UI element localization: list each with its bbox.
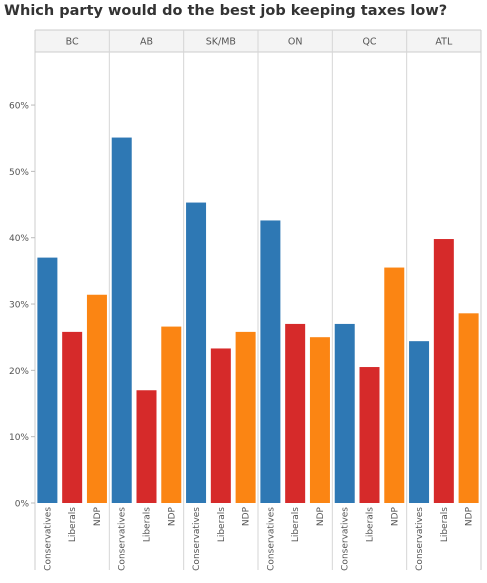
bar-on-liberals <box>285 323 306 503</box>
bar-sk-mb-liberals <box>210 348 231 503</box>
y-axis: 0% 10% 20% 30% 40% 50% 60% <box>9 102 35 510</box>
bar-ab-ndp <box>161 326 182 503</box>
panel-header-sk-mb: SK/MB <box>206 37 236 48</box>
x-tick-label-atl-liberals: Liberals <box>440 507 450 542</box>
x-tick-label-atl-conservatives: Conservatives <box>415 507 425 571</box>
bar-ab-liberals <box>136 390 157 503</box>
chart-frame <box>34 29 482 570</box>
bar-qc-liberals <box>359 367 380 503</box>
bar-atl-ndp <box>458 313 479 503</box>
bar-atl-conservatives <box>409 341 430 503</box>
panel-header-atl: ATL <box>435 37 453 48</box>
panel-headers: BC AB SK/MB ON QC ATL <box>66 37 453 48</box>
bar-bc-conservatives <box>37 257 58 503</box>
x-tick-label-ab-liberals: Liberals <box>143 507 153 542</box>
x-tick-label-ab-ndp: NDP <box>167 506 177 526</box>
panel-header-on: ON <box>288 37 303 48</box>
bar-on-conservatives <box>260 220 281 503</box>
panel-header-bc: BC <box>66 37 79 48</box>
y-tick-label: 30% <box>9 301 29 311</box>
x-tick-label-bc-ndp: NDP <box>93 506 103 526</box>
x-tick-label-bc-liberals: Liberals <box>68 507 78 542</box>
x-tick-label-on-ndp: NDP <box>316 506 326 526</box>
x-tick-label-ab-conservatives: Conservatives <box>118 507 128 571</box>
x-tick-label-sk-mb-conservatives: Conservatives <box>192 507 202 571</box>
y-tick-label: 60% <box>9 102 29 112</box>
bar-sk-mb-ndp <box>235 331 256 503</box>
panel-header-qc: QC <box>362 37 376 48</box>
x-tick-label-atl-ndp: NDP <box>465 506 475 526</box>
x-tick-label-on-liberals: Liberals <box>291 507 301 542</box>
x-tick-label-qc-liberals: Liberals <box>366 507 376 542</box>
bar-ab-conservatives <box>111 137 132 503</box>
x-tick-label-sk-mb-ndp: NDP <box>242 506 252 526</box>
y-tick-label: 40% <box>9 234 29 244</box>
chart-title: Which party would do the best job keepin… <box>4 3 448 19</box>
x-tick-label-sk-mb-liberals: Liberals <box>217 507 227 542</box>
y-tick-label: 20% <box>9 367 29 377</box>
bar-bc-liberals <box>62 331 83 503</box>
bar-on-ndp <box>309 337 330 503</box>
bar-qc-conservatives <box>334 323 355 503</box>
x-tick-label-bc-conservatives: Conservatives <box>43 507 53 571</box>
bars <box>37 137 479 503</box>
x-axis-labels: Conservatives Liberals NDP Conservatives Lib… <box>43 506 474 570</box>
y-tick-label: 0% <box>15 500 30 510</box>
x-tick-label-qc-conservatives: Conservatives <box>341 507 351 571</box>
bar-qc-ndp <box>384 267 405 503</box>
bar-atl-liberals <box>433 239 454 503</box>
y-tick-label: 50% <box>9 168 29 178</box>
bar-sk-mb-conservatives <box>186 202 207 503</box>
panel-header-ab: AB <box>140 37 153 48</box>
x-tick-label-on-conservatives: Conservatives <box>266 507 276 571</box>
bar-bc-ndp <box>86 294 107 503</box>
x-tick-label-qc-ndp: NDP <box>390 506 400 526</box>
y-tick-label: 10% <box>9 433 29 443</box>
